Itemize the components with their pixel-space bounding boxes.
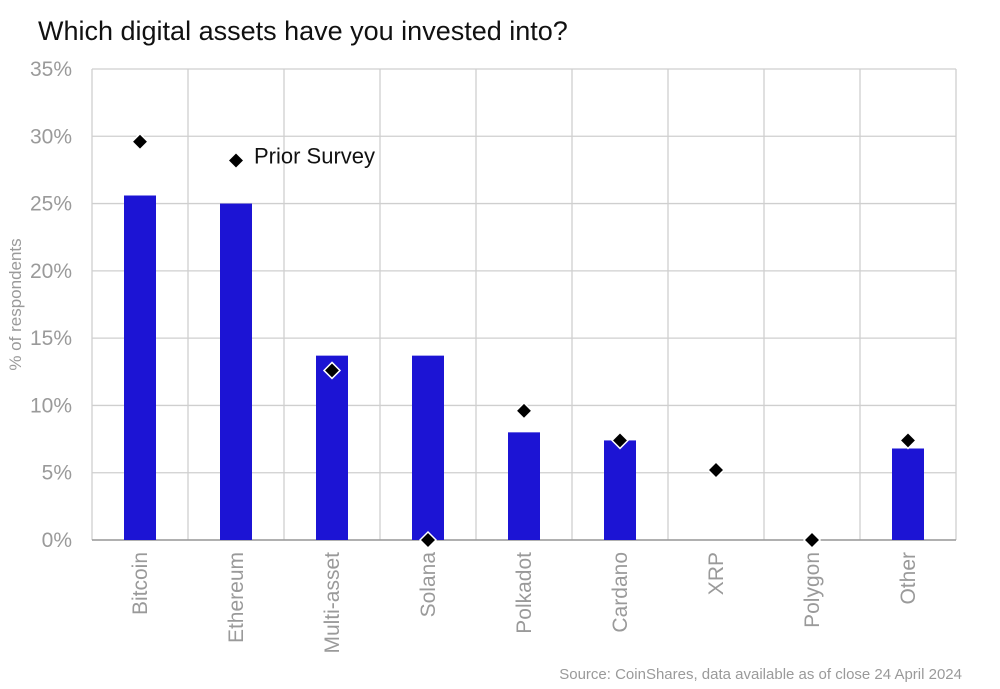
y-axis-title: % of respondents	[6, 238, 25, 370]
bar-ethereum	[220, 203, 252, 541]
axis-labels: 0% 5% 10% 15% 20% 25% 30% 35% Prior Survey Bitcoi…	[6, 58, 920, 654]
y-tick-label: 20%	[30, 260, 72, 283]
bar-bitcoin	[124, 195, 156, 541]
x-tick-label: Multi-asset	[321, 552, 344, 654]
y-tick-label: 0%	[42, 529, 72, 552]
y-tick-label: 5%	[42, 462, 72, 485]
prior-survey-marker	[322, 361, 342, 380]
y-tick-label: 15%	[30, 327, 72, 350]
prior-survey-annotation: Prior Survey	[254, 144, 375, 169]
bar-polkadot	[508, 432, 540, 540]
prior-survey-markers	[130, 132, 918, 550]
source-note: Source: CoinShares, data available as of…	[559, 666, 962, 683]
y-tick-label: 25%	[30, 193, 72, 216]
bar-multi-asset	[316, 355, 348, 540]
x-tick-label: Polkadot	[513, 552, 536, 634]
x-tick-label: XRP	[705, 552, 728, 595]
prior-survey-marker	[802, 530, 822, 550]
prior-survey-marker	[226, 151, 246, 170]
x-tick-label: Polygon	[801, 552, 824, 628]
x-tick-label: Ethereum	[225, 552, 248, 643]
y-tick-label: 10%	[30, 394, 72, 417]
bar-solana	[412, 355, 444, 540]
prior-survey-marker	[130, 132, 150, 151]
prior-survey-marker	[418, 530, 438, 550]
prior-survey-marker	[706, 460, 726, 480]
x-tick-label: Solana	[417, 552, 440, 618]
bar-cardano	[604, 440, 636, 540]
bars	[124, 195, 924, 541]
chart-title: Which digital assets have you invested i…	[38, 16, 568, 46]
x-tick-label: Cardano	[609, 552, 632, 633]
prior-survey-marker	[610, 431, 630, 450]
y-tick-label: 30%	[30, 125, 72, 148]
prior-survey-marker	[514, 401, 534, 420]
x-tick-label: Other	[897, 552, 920, 605]
bar-other	[892, 448, 924, 540]
x-tick-label: Bitcoin	[129, 552, 152, 615]
y-tick-label: 35%	[30, 58, 72, 81]
prior-survey-marker	[898, 431, 918, 450]
